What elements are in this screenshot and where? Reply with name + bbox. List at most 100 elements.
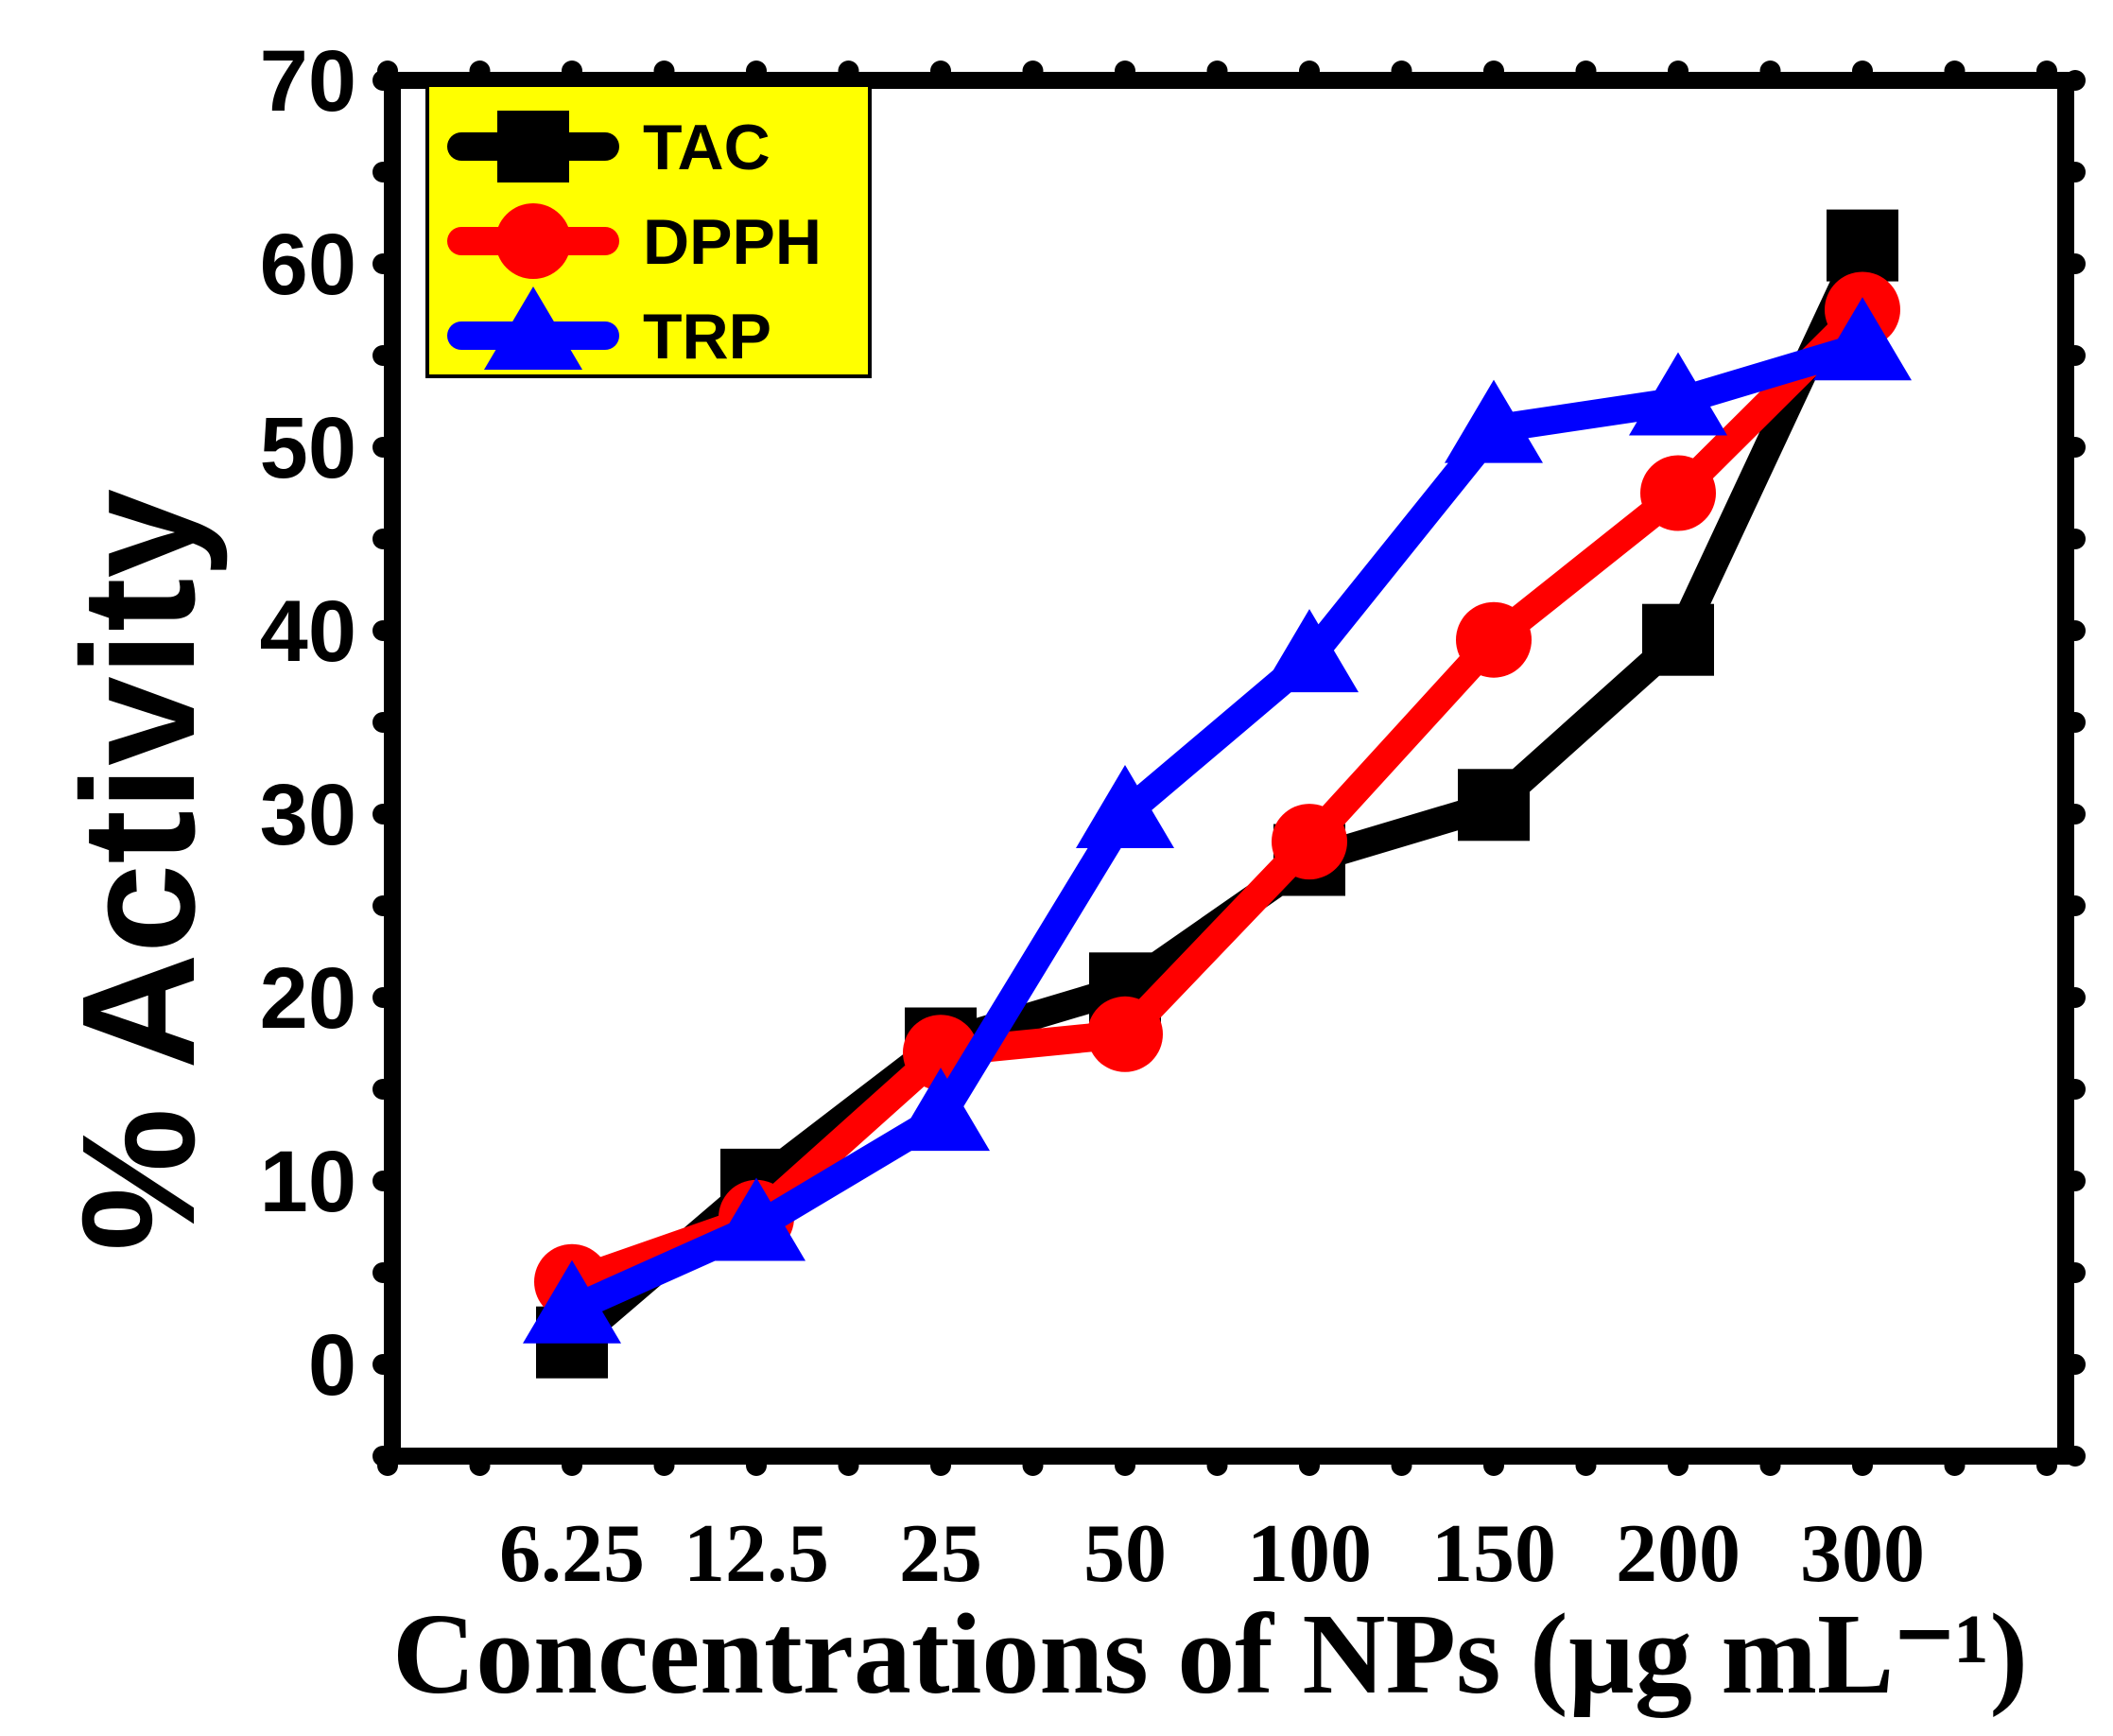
y-tick-left — [372, 1262, 393, 1283]
x-tick-top — [1206, 61, 1228, 81]
x-tick-top — [1575, 61, 1597, 81]
x-tick-bottom — [838, 1455, 859, 1476]
y-tick-right — [2065, 529, 2086, 549]
data-point-tac — [1458, 769, 1530, 842]
x-tick-label: 300 — [1800, 1508, 1925, 1600]
x-tick-bottom — [1115, 1455, 1135, 1476]
x-tick-top — [469, 61, 491, 81]
y-tick-left — [372, 1079, 393, 1100]
x-tick-label: 200 — [1616, 1508, 1741, 1600]
y-tick-right — [2065, 253, 2086, 274]
x-tick-bottom — [377, 1455, 398, 1476]
legend-label: DPPH — [643, 206, 822, 278]
y-tick-left — [372, 895, 393, 916]
y-tick-label: 20 — [260, 950, 356, 1047]
x-tick-top — [1299, 61, 1320, 81]
x-tick-bottom — [2036, 1455, 2057, 1476]
y-tick-right — [2065, 895, 2086, 916]
x-tick-top — [653, 61, 675, 81]
x-tick-top — [1668, 61, 1689, 81]
data-point-trp — [1445, 379, 1543, 463]
legend-label: TRP — [643, 301, 771, 373]
x-tick-bottom — [1483, 1455, 1504, 1476]
y-tick-left — [372, 620, 393, 641]
x-tick-top — [377, 61, 398, 81]
data-point-trp — [1629, 352, 1727, 436]
y-tick-label: 0 — [308, 1317, 356, 1414]
y-tick-right — [2065, 1354, 2086, 1375]
data-point-trp — [1076, 765, 1174, 848]
y-tick-right — [2065, 712, 2086, 733]
y-tick-label: 30 — [260, 767, 356, 863]
x-tick-bottom — [653, 1455, 675, 1476]
y-tick-label: 10 — [260, 1134, 356, 1230]
y-tick-left — [372, 162, 393, 182]
y-tick-right — [2065, 70, 2086, 91]
x-tick-top — [1852, 61, 1873, 81]
y-tick-right — [2065, 1446, 2086, 1467]
x-tick-label: 6.25 — [499, 1508, 645, 1600]
x-tick-top — [1115, 61, 1135, 81]
y-tick-right — [2065, 1262, 2086, 1283]
y-tick-right — [2065, 1079, 2086, 1100]
series — [523, 209, 1912, 1379]
legend-marker — [495, 203, 571, 279]
y-tick-left — [372, 253, 393, 274]
x-tick-top — [562, 61, 582, 81]
x-tick-label: 12.5 — [684, 1508, 829, 1600]
data-point-dpph — [1640, 455, 1716, 531]
x-tick-top — [1391, 61, 1412, 81]
legend-item-dpph: DPPH — [447, 203, 822, 279]
data-point-tac — [1827, 209, 1898, 282]
x-tick-bottom — [1391, 1455, 1412, 1476]
y-tick-right — [2065, 437, 2086, 458]
y-tick-right — [2065, 804, 2086, 825]
x-axis-title: Concentrations of NPs (µg mL⁻¹) — [392, 1590, 2028, 1718]
y-tick-left — [372, 345, 393, 366]
series-line-dpph — [558, 295, 1877, 1296]
data-point-dpph — [1272, 804, 1347, 880]
x-tick-label: 25 — [899, 1508, 982, 1600]
x-tick-bottom — [1299, 1455, 1320, 1476]
x-tick-bottom — [746, 1455, 767, 1476]
y-tick-left — [372, 804, 393, 825]
x-tick-bottom — [1022, 1455, 1044, 1476]
x-tick-top — [1944, 61, 1966, 81]
series-trp — [523, 297, 1912, 1344]
plot-frame — [384, 72, 2074, 1465]
x-tick-top — [746, 61, 767, 81]
series-dpph — [534, 271, 1900, 1320]
data-point-dpph — [1456, 601, 1532, 678]
y-tick-label: 70 — [260, 33, 356, 130]
y-axis-title: % Activity — [49, 489, 229, 1251]
data-point-trp — [707, 1177, 805, 1261]
x-tick-bottom — [1759, 1455, 1781, 1476]
x-tick-bottom — [930, 1455, 951, 1476]
y-tick-label: 60 — [260, 217, 356, 313]
x-tick-bottom — [1852, 1455, 1873, 1476]
y-tick-right — [2065, 345, 2086, 366]
y-tick-right — [2065, 987, 2086, 1008]
legend-item-trp: TRP — [447, 286, 771, 373]
y-tick-left — [372, 1354, 393, 1375]
y-tick-left — [372, 1171, 393, 1191]
x-tick-top — [1759, 61, 1781, 81]
y-tick-label: 40 — [260, 583, 356, 680]
x-tick-bottom — [469, 1455, 491, 1476]
legend-label: TAC — [643, 112, 771, 183]
y-tick-right — [2065, 620, 2086, 641]
x-tick-top — [2036, 61, 2057, 81]
x-tick-top — [930, 61, 951, 81]
ticks: 0 10 20 30 40 50 60 70 6.25 12.5 25 50 100 150 200 300 — [260, 33, 2086, 1600]
legend: TAC DPPH TRP — [425, 83, 872, 378]
data-point-dpph — [1087, 996, 1163, 1072]
y-tick-label: 50 — [260, 400, 356, 496]
x-tick-label: 50 — [1083, 1508, 1167, 1600]
x-tick-bottom — [562, 1455, 582, 1476]
data-point-trp — [1813, 297, 1912, 381]
x-tick-top — [1022, 61, 1044, 81]
y-tick-right — [2065, 1171, 2086, 1191]
x-tick-label: 100 — [1247, 1508, 1372, 1600]
data-point-trp — [523, 1259, 621, 1344]
data-point-trp — [1260, 609, 1359, 693]
